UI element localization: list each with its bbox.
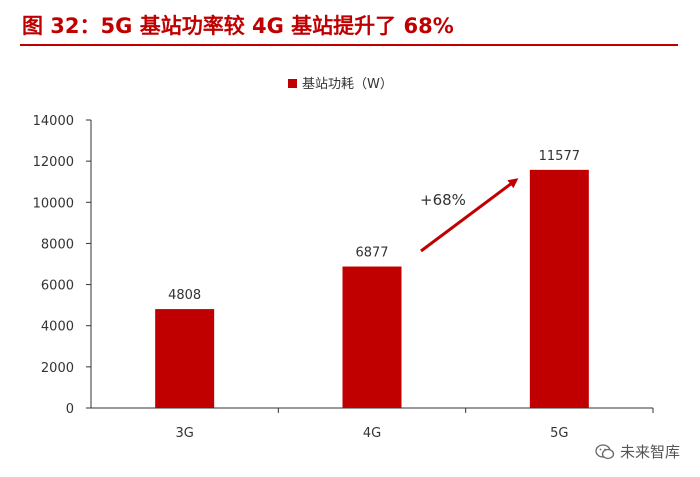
y-tick-label: 8000	[41, 237, 74, 252]
bars: 4808 6877 11577	[155, 149, 589, 408]
x-tick-label: 5G	[550, 426, 568, 441]
y-tick-label: 12000	[33, 155, 74, 170]
y-axis: 0 2000 4000 6000 8000 10000 12000 14000	[33, 114, 92, 417]
legend-swatch	[288, 79, 297, 88]
y-tick-label: 2000	[41, 361, 74, 376]
title-rule	[20, 44, 678, 46]
data-label: 4808	[168, 288, 201, 303]
y-tick-label: 10000	[33, 196, 74, 211]
x-tick-label: 4G	[363, 426, 381, 441]
data-label: 11577	[539, 149, 580, 164]
legend: 基站功耗（W）	[288, 77, 393, 92]
x-axis: 3G 4G 5G	[91, 407, 654, 441]
data-label: 6877	[355, 246, 388, 261]
growth-arrow	[420, 178, 519, 253]
bar-5G	[529, 169, 589, 408]
watermark-text: 未来智库	[619, 443, 680, 461]
y-tick-label: 0	[66, 402, 74, 417]
bar-3G	[155, 309, 215, 408]
y-tick-label: 6000	[41, 279, 74, 294]
y-tick-label: 4000	[41, 320, 74, 335]
bar-4G	[342, 266, 402, 408]
y-tick-label: 14000	[33, 114, 74, 129]
wechat-icon	[595, 443, 615, 460]
growth-annotation: +68%	[420, 191, 466, 209]
figure-title: 图 32：5G 基站功率较 4G 基站提升了 68%	[22, 14, 454, 38]
watermark: 未来智库	[595, 441, 680, 462]
legend-label: 基站功耗（W）	[302, 77, 393, 92]
x-tick-label: 3G	[175, 426, 193, 441]
